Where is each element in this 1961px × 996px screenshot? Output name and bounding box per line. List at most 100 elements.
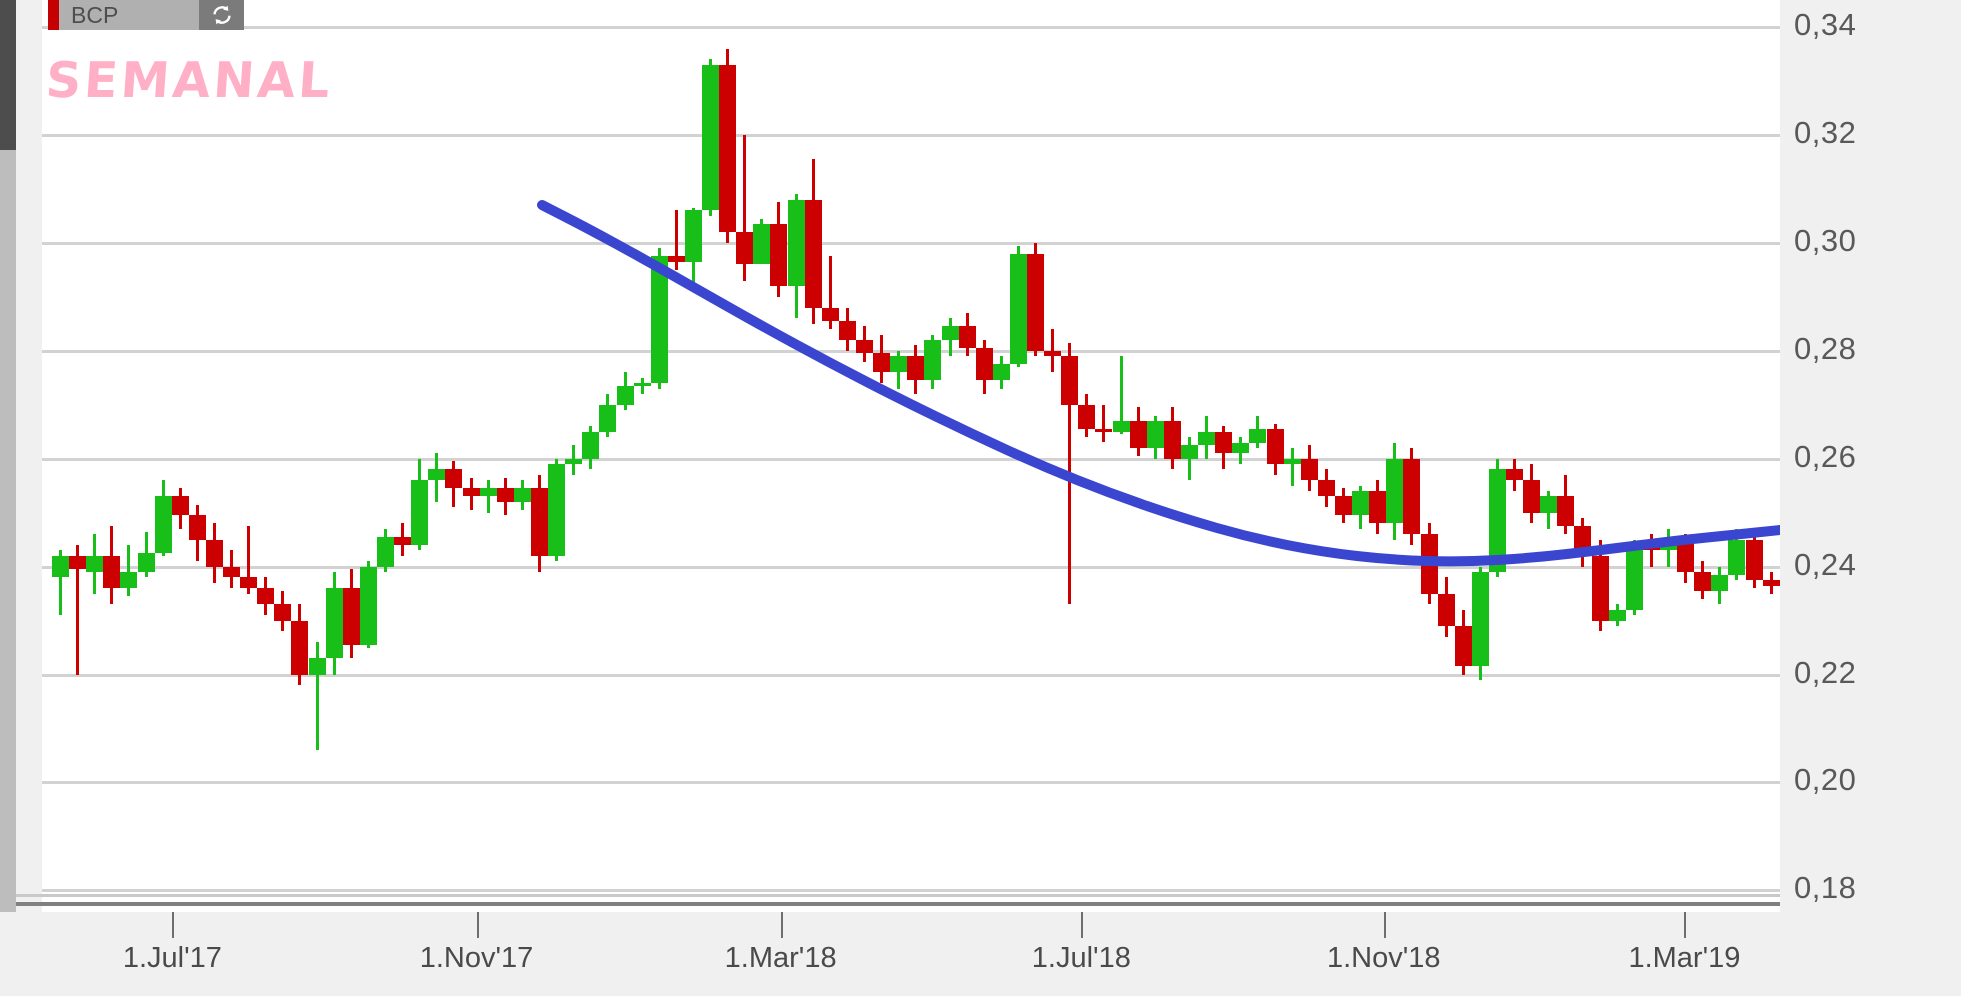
candlestick-body — [1454, 625, 1472, 667]
candlestick-body — [770, 223, 788, 286]
scrollbar-thumb[interactable] — [0, 0, 16, 150]
candlestick-body — [1232, 442, 1250, 454]
candlestick-wick — [1290, 447, 1294, 486]
x-axis-tick — [476, 912, 479, 938]
candlestick-body — [1677, 542, 1695, 572]
candlestick-body — [103, 555, 121, 589]
candlestick-body — [1317, 480, 1335, 497]
candlestick-wick — [127, 545, 131, 597]
candlestick-body — [428, 469, 446, 481]
candlestick-body — [205, 539, 223, 567]
y-axis-tick-label: 0,28 — [1794, 330, 1857, 366]
candlestick-body — [1198, 431, 1216, 446]
candlestick-body — [1249, 429, 1267, 443]
candlestick-body — [1642, 545, 1660, 551]
candlestick-body — [1283, 458, 1301, 465]
candlestick-body — [137, 553, 155, 572]
x-axis-tick — [1684, 912, 1687, 938]
scrollbar-track[interactable] — [0, 0, 16, 996]
candlestick-body — [1163, 420, 1181, 459]
candlestick-body — [394, 536, 412, 546]
x-axis-tick — [172, 912, 175, 938]
gridline — [42, 673, 1780, 677]
candlestick-body — [1728, 539, 1746, 575]
candlestick-body — [582, 431, 600, 459]
gridline — [42, 781, 1780, 785]
candlestick-body — [1146, 420, 1164, 448]
candlestick-body — [1181, 445, 1199, 459]
x-axis-tick — [780, 912, 783, 938]
candlestick-body — [1488, 469, 1506, 573]
candlestick-body — [1540, 496, 1558, 513]
candlestick-body — [479, 488, 497, 497]
candlestick-body — [633, 383, 651, 387]
y-axis-tick-label: 0,26 — [1794, 438, 1857, 474]
candlestick-body — [719, 64, 737, 233]
x-axis-line — [16, 902, 1780, 906]
candlestick-body — [445, 469, 463, 489]
candlestick-body — [667, 256, 685, 262]
gridline — [42, 457, 1780, 461]
candlestick-body — [274, 604, 292, 621]
candlestick-body — [1078, 404, 1096, 429]
candlestick-body — [975, 348, 993, 381]
candlestick-body — [1694, 572, 1712, 591]
candlestick-wick — [486, 480, 490, 513]
refresh-button[interactable] — [199, 0, 244, 30]
candlestick-body — [1095, 429, 1113, 433]
y-axis-tick-label: 0,22 — [1794, 654, 1857, 690]
candlestick-body — [1300, 458, 1318, 481]
candlestick-wick — [76, 545, 80, 675]
candlestick-body — [1044, 350, 1062, 357]
candlestick-body — [342, 588, 360, 645]
candlestick-body — [804, 199, 822, 308]
candlestick-body — [1352, 491, 1370, 516]
x-axis-tick-label: 1.Jul'18 — [1031, 942, 1131, 974]
refresh-icon — [212, 5, 231, 25]
x-axis-tick-label: 1.Mar'19 — [1628, 942, 1741, 974]
candlestick-body — [325, 588, 343, 659]
candlestick-body — [377, 536, 395, 567]
x-axis-bottom-band — [0, 980, 1961, 996]
vertical-scrollbar[interactable] — [0, 0, 16, 996]
y-axis-tick-label: 0,18 — [1794, 870, 1857, 906]
candlestick-body — [1403, 458, 1421, 535]
x-axis-tick — [1081, 912, 1084, 938]
candlestick-body — [1386, 458, 1404, 524]
y-axis-tick-label: 0,20 — [1794, 762, 1857, 798]
x-axis-tick-label: 1.Jul'17 — [122, 942, 222, 974]
candlestick-plot-area[interactable] — [42, 0, 1780, 912]
y-axis-tick-label: 0,30 — [1794, 222, 1857, 258]
candlestick-body — [992, 364, 1010, 381]
candlestick-body — [359, 566, 377, 645]
candlestick-body — [787, 199, 805, 286]
candlestick-body — [1625, 545, 1643, 610]
candlestick-wick — [1649, 534, 1653, 567]
candlestick-body — [257, 588, 275, 605]
y-axis-tick-label: 0,32 — [1794, 114, 1857, 150]
candlestick-body — [1659, 542, 1677, 551]
price-axis[interactable]: 0,34 0,32 0,30 0,28 0,26 0,24 0,22 0,20 0,18 — [1780, 0, 1961, 912]
candlestick-body — [1437, 593, 1455, 626]
candlestick-body — [616, 385, 634, 405]
plot-left-gutter — [16, 0, 42, 912]
candlestick-body — [411, 480, 429, 546]
candlestick-body — [736, 232, 754, 265]
candlestick-body — [1557, 496, 1575, 527]
ticker-accent-bar — [48, 0, 59, 30]
candlestick-body — [1027, 253, 1045, 351]
candlestick-body — [188, 515, 206, 540]
candlestick-body — [1711, 574, 1729, 591]
candlestick-body — [462, 488, 480, 497]
ticker-badge[interactable]: BCP — [48, 0, 244, 30]
candlestick-body — [1112, 420, 1130, 432]
candlestick-wick — [315, 642, 319, 751]
candlestick-body — [1420, 534, 1438, 594]
candlestick-body — [873, 353, 891, 373]
candlestick-wick — [1102, 404, 1106, 443]
gridline — [42, 25, 1780, 29]
x-axis-tick-label: 1.Nov'18 — [1326, 942, 1441, 974]
candlestick-body — [69, 555, 87, 570]
candlestick-body — [308, 658, 326, 675]
